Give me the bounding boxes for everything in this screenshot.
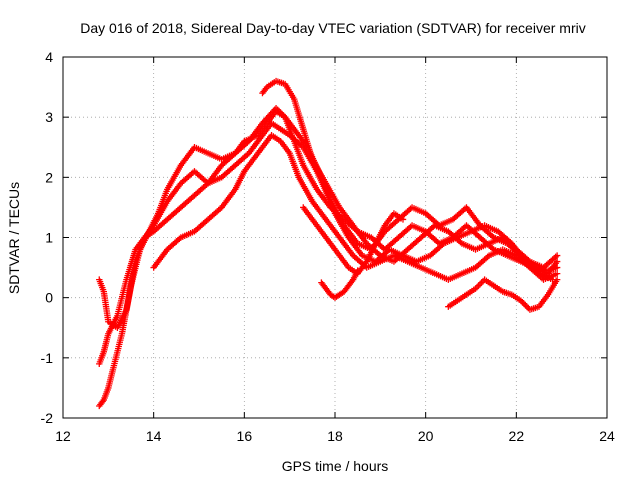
x-tick-label: 14 — [146, 428, 162, 444]
series-track-8 — [445, 276, 561, 313]
x-tick-label: 18 — [327, 428, 343, 444]
y-tick-label: 3 — [45, 109, 53, 125]
y-tick-label: 2 — [45, 169, 53, 185]
series-track-7 — [318, 267, 361, 301]
data-point — [553, 270, 561, 277]
data-point — [354, 267, 361, 274]
data-point — [553, 258, 561, 265]
x-tick-label: 16 — [237, 428, 253, 444]
y-tick-label: 4 — [45, 49, 53, 65]
series-track-5 — [259, 77, 561, 271]
series-track-6 — [300, 204, 407, 277]
chart-title: Day 016 of 2018, Sidereal Day-to-day VTE… — [80, 20, 585, 36]
data-points — [96, 77, 561, 410]
x-tick-label: 22 — [509, 428, 525, 444]
y-tick-label: 0 — [45, 290, 53, 306]
x-tick-label: 24 — [599, 428, 615, 444]
y-tick-label: -1 — [41, 350, 54, 366]
y-tick-label: -2 — [41, 410, 54, 426]
data-point — [553, 276, 561, 283]
x-tick-label: 12 — [55, 428, 71, 444]
data-point — [553, 252, 561, 259]
y-axis-label: SDTVAR / TECUs — [6, 182, 22, 294]
x-axis-label: GPS time / hours — [282, 458, 389, 474]
data-point — [399, 216, 407, 223]
x-tick-label: 20 — [418, 428, 434, 444]
y-tick-label: 1 — [45, 230, 53, 246]
